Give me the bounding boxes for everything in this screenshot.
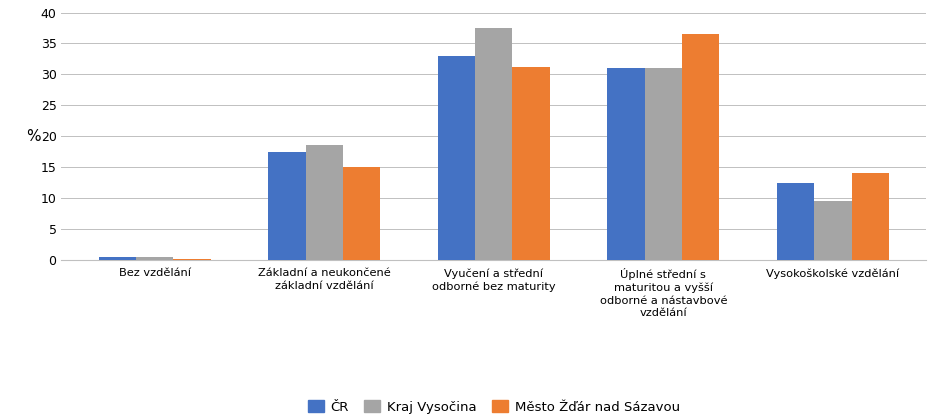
Bar: [343, 167, 379, 260]
Bar: [437, 56, 475, 260]
Bar: [98, 257, 136, 260]
Bar: [851, 173, 888, 260]
Bar: [607, 68, 644, 260]
Bar: [682, 34, 718, 260]
Y-axis label: %: %: [26, 129, 41, 144]
Bar: [268, 152, 305, 260]
Bar: [814, 201, 851, 260]
Bar: [475, 28, 512, 260]
Bar: [305, 145, 343, 260]
Legend: ČR, Kraj Vysočina, Město Žďár nad Sázavou: ČR, Kraj Vysočina, Město Žďár nad Sázavo…: [302, 395, 684, 419]
Bar: [776, 183, 814, 260]
Bar: [512, 67, 549, 260]
Bar: [644, 68, 682, 260]
Bar: [173, 259, 211, 260]
Bar: [136, 257, 173, 260]
